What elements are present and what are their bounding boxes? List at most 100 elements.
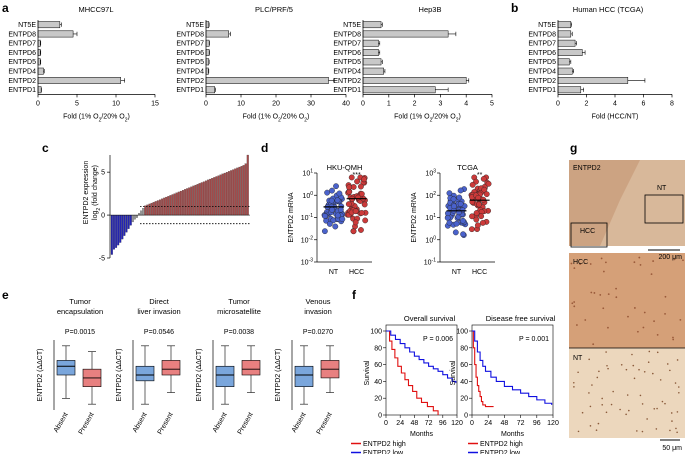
legend-label: ENTPD2 high — [480, 441, 523, 448]
x-tick-label: HCC — [349, 269, 364, 276]
x-tick-label: 96 — [533, 420, 541, 427]
survival-curve — [386, 330, 439, 415]
x-tick-label: 20 — [272, 100, 280, 107]
waterfall-bar — [242, 165, 245, 216]
micrograph-hcc — [569, 253, 685, 348]
nucleus — [576, 324, 578, 326]
x-tick-label: 48 — [411, 420, 419, 427]
x-tick-label: 0 — [36, 100, 40, 107]
category-label: ENTPD2 — [333, 78, 361, 85]
data-point — [452, 229, 459, 236]
category-label: NT5E — [343, 22, 361, 29]
survival-curve — [472, 330, 553, 405]
data-point — [457, 187, 464, 194]
nucleus — [607, 367, 609, 370]
data-point — [358, 209, 365, 216]
chart-title: Tumor — [69, 297, 91, 306]
x-tick-label: 10 — [112, 100, 120, 107]
nucleus — [601, 397, 603, 400]
waterfall-bar — [177, 191, 180, 216]
bar — [37, 49, 41, 56]
nucleus — [670, 412, 673, 414]
waterfall-bar — [234, 168, 237, 216]
micrograph-label: NT — [573, 355, 583, 362]
data-point — [345, 201, 352, 207]
waterfall-bar — [223, 172, 226, 216]
y-tick-label: 100 — [456, 329, 468, 336]
y-tick-label: 40 — [374, 379, 382, 386]
chart-title: Hep3B — [419, 5, 442, 14]
chart-title: Direct — [149, 297, 170, 306]
region-label: NT — [657, 185, 667, 192]
category-label: ENTPD1 — [528, 87, 556, 94]
waterfall-bar — [190, 186, 193, 216]
waterfall-bar — [169, 195, 172, 216]
nucleus — [647, 361, 650, 364]
waterfall-bar — [209, 178, 212, 216]
x-tick-label: 72 — [517, 420, 525, 427]
waterfall-bar — [115, 214, 118, 248]
nucleus — [636, 330, 639, 333]
nucleus — [615, 296, 618, 299]
nucleus — [661, 400, 664, 403]
category-label: ENTPD5 — [8, 59, 36, 66]
nucleus — [589, 263, 592, 265]
y-tick-label: 60 — [374, 362, 382, 369]
nucleus — [615, 287, 617, 290]
data-point — [483, 191, 490, 198]
y-tick-label: 80 — [374, 345, 382, 352]
data-point — [329, 187, 335, 194]
x-tick-label: NT — [452, 269, 462, 276]
data-point — [328, 197, 335, 204]
nucleus — [573, 386, 575, 388]
category-label: ENTPD4 — [176, 68, 204, 75]
waterfall-bar — [165, 196, 168, 216]
nucleus — [588, 358, 590, 361]
category-label: ENTPD1 — [176, 87, 204, 94]
x-tick-label: 24 — [484, 420, 492, 427]
category-label: ENTPD2 — [528, 78, 556, 85]
x-tick-label: Present — [316, 411, 334, 435]
nucleus — [656, 407, 658, 410]
waterfall-bar — [186, 188, 189, 216]
category-label: ENTPD6 — [528, 50, 556, 57]
waterfall-bar — [215, 176, 218, 216]
category-label: NT5E — [186, 22, 204, 29]
category-label: ENTPD4 — [333, 68, 361, 75]
data-point — [337, 206, 344, 213]
category-label: ENTPD6 — [176, 50, 204, 57]
nucleus — [589, 425, 592, 427]
x-tick-label: 0 — [204, 100, 208, 107]
data-point — [453, 220, 460, 227]
waterfall-bar — [240, 166, 243, 216]
data-point — [361, 176, 367, 183]
micrograph-label: HCC — [573, 259, 588, 266]
y-tick-label: 10-1 — [424, 258, 436, 267]
scale-label: 50 μm — [662, 445, 682, 452]
data-point — [352, 219, 359, 226]
chart-title: Human HCC (TCGA) — [573, 5, 644, 14]
box — [215, 365, 235, 387]
nucleus — [653, 407, 656, 410]
category-label: ENTPD7 — [333, 41, 361, 48]
data-point — [346, 184, 353, 191]
waterfall-bar — [188, 187, 191, 216]
data-point — [480, 175, 487, 182]
y-tick-label: 20 — [374, 396, 382, 403]
waterfall-bar — [213, 177, 216, 216]
chart-title: Overall survival — [404, 314, 456, 323]
waterfall-bar — [121, 214, 124, 240]
nucleus — [682, 259, 684, 262]
nucleus — [676, 359, 679, 361]
data-point — [339, 216, 346, 223]
x-axis-label: Months — [501, 431, 524, 438]
data-point — [469, 213, 475, 220]
nucleus — [639, 394, 642, 397]
category-label: ENTPD6 — [333, 50, 361, 57]
nucleus — [570, 262, 573, 265]
y-axis-label: ENTPD2 mRNA — [288, 192, 295, 243]
waterfall-bar — [125, 214, 128, 233]
chart-title: Tumor — [228, 297, 250, 306]
x-tick-label: 4 — [613, 100, 617, 107]
waterfall-bar — [244, 163, 247, 216]
